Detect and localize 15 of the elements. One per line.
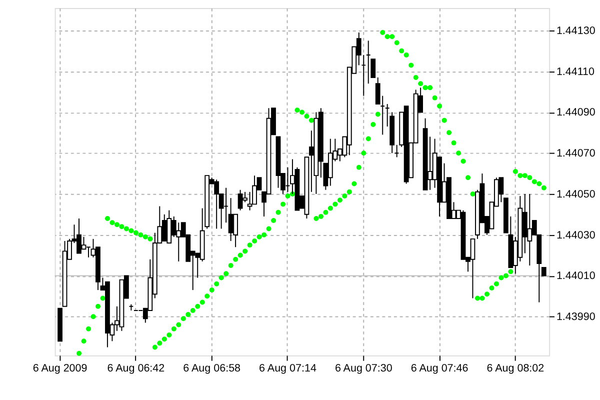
y-tick-label: 1.44070: [556, 148, 596, 160]
y-tick-label: 1.44050: [556, 188, 596, 200]
y-tick-label: 1.44030: [556, 229, 596, 242]
y-tick-label: 1.44010: [556, 270, 596, 282]
x-tick-label: 6 Aug 07:30: [334, 362, 392, 375]
y-tick-label: 1.44090: [556, 106, 596, 119]
x-tick-label: 6 Aug 06:42: [107, 362, 165, 375]
x-tick-label: 6 Aug 07:14: [259, 362, 316, 375]
y-tick-label: 1.44130: [556, 24, 596, 37]
x-tick-label: 6 Aug 2009: [32, 362, 88, 375]
y-tick-label: 1.43990: [556, 311, 596, 324]
x-tick-label: 6 Aug 06:58: [183, 362, 241, 375]
x-tick-label: 6 Aug 08:02: [486, 362, 544, 375]
x-tick-label: 6 Aug 07:46: [410, 362, 468, 375]
y-tick-label: 1.44110: [556, 66, 595, 78]
